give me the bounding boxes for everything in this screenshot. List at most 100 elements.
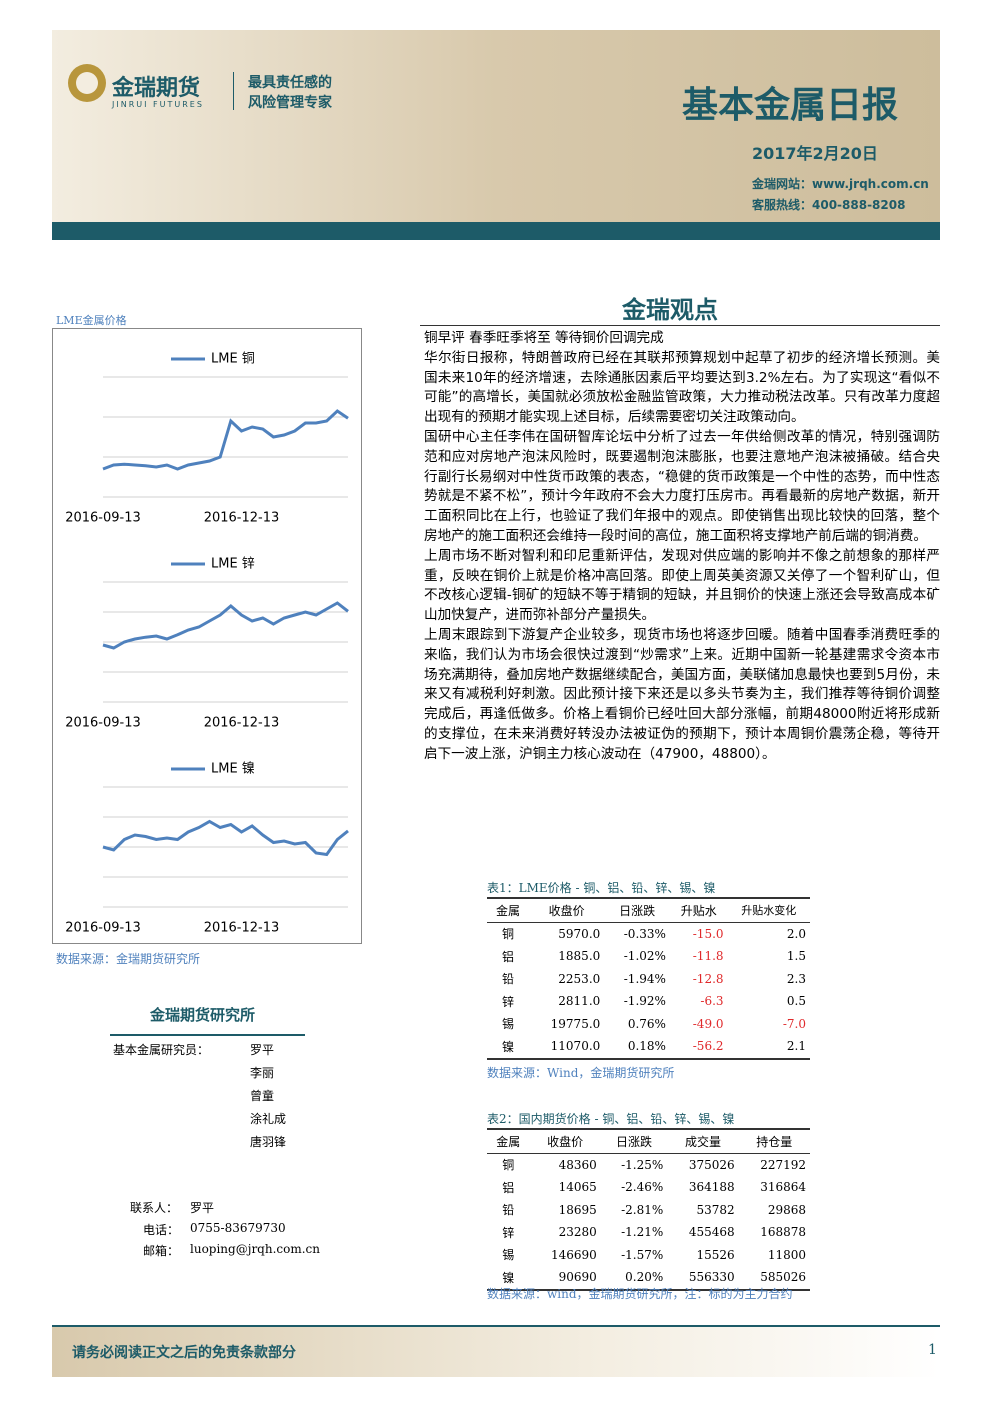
legend-label: LME 镍	[211, 762, 255, 777]
header-row: 金属 收盘价 日涨跌 成交量 持仓量	[487, 1128, 810, 1154]
cell: 15526	[696, 1247, 735, 1262]
row: 铜 48360 -1.25% 375026 227192	[487, 1153, 810, 1176]
row: 锡 19775.0 0.76% -49.0 -7.0	[487, 1013, 810, 1036]
x-tick-label: 2016-12-13	[204, 921, 280, 936]
header-row: 金属 收盘价 日涨跌 升贴水 升贴水变化	[487, 897, 810, 923]
header-cell: 收盘价	[529, 1128, 601, 1154]
cell: 铅	[501, 972, 514, 987]
article-rule	[420, 325, 940, 326]
header-cell: 日涨跌	[600, 1128, 668, 1154]
team-rule	[110, 1034, 305, 1036]
article-subtitle: 铜早评 春季旺季将至 等待铜价回调完成	[424, 330, 664, 346]
cell: -2.46%	[621, 1180, 664, 1195]
header-cell: 升贴水	[669, 897, 728, 923]
cell: -1.02%	[623, 949, 666, 964]
cell: 375026	[688, 1157, 735, 1172]
disclaimer: 请务必阅读正文之后的免责条款部分	[72, 1345, 296, 1361]
cell: 2.1	[727, 1035, 810, 1060]
team-role: 基本金属研究员：	[113, 1043, 210, 1057]
team-title: 金瑞期货研究所	[150, 1006, 256, 1024]
logo-icon	[68, 64, 106, 102]
chart-frame	[52, 328, 362, 944]
cell: 0.20%	[600, 1266, 668, 1291]
cell: 锡	[502, 1248, 515, 1263]
row: 镍 11070.0 0.18% -56.2 2.1	[487, 1035, 810, 1060]
row: 铝 1885.0 -1.02% -11.8 1.5	[487, 945, 810, 968]
cell: 铝	[502, 1180, 515, 1195]
paragraph: 上周市场不断对智利和印尼重新评估，发现对供应端的影响并不像之前想象的那样严重，反…	[424, 547, 940, 624]
cell: 铜	[502, 1158, 515, 1173]
paragraph: 华尔街日报称，特朗普政府已经在其联邦预算规划中起草了初步的经济增长预测。美国未来…	[424, 349, 940, 426]
cell: 19775.0	[550, 1016, 601, 1031]
cell: -15.0	[692, 926, 724, 941]
line-series	[102, 819, 349, 857]
contact: 罗平	[190, 1201, 215, 1215]
email-label: 邮箱：	[143, 1244, 180, 1258]
cell: 铝	[501, 949, 514, 964]
x-tick-label: 2016-12-13	[204, 716, 280, 731]
report-title: 基本金属日报	[682, 85, 899, 126]
cell: 铅	[502, 1203, 515, 1218]
cell: -12.8	[692, 971, 724, 986]
cell: 29868	[767, 1202, 806, 1217]
article: 铜早评 春季旺季将至 等待铜价回调完成 华尔街日报称，特朗普政府已经在其联邦预算…	[424, 329, 940, 765]
row: 镍 90690 0.20% 556330 585026	[487, 1266, 810, 1291]
header-cell: 金属	[487, 897, 529, 923]
table-title: 表2：国内期货价格 - 铜、铝、铅、锌、锡、镍	[487, 1112, 735, 1126]
cell: -49.0	[692, 1016, 724, 1031]
cell: 铜	[501, 927, 514, 942]
cell: -1.21%	[621, 1225, 664, 1240]
report-date: 2017年2月20日	[752, 144, 878, 163]
cell: 585026	[738, 1266, 810, 1291]
phone-label: 电话：	[143, 1223, 180, 1237]
cell: 364188	[688, 1180, 735, 1195]
table: 金属 收盘价 日涨跌 成交量 持仓量铜 48360 -1.25% 375026 227192 铝 1…	[487, 1128, 810, 1291]
header-bar	[52, 222, 940, 240]
x-tick-label: 2016-09-13	[65, 921, 141, 936]
cell: 11800	[767, 1247, 806, 1262]
footer-band	[52, 1325, 940, 1377]
row: 铜 5970.0 -0.33% -15.0 2.0	[487, 922, 810, 945]
member: 曾童	[250, 1089, 275, 1103]
cell: -7.0	[782, 1016, 806, 1031]
header-cell: 收盘价	[528, 897, 605, 923]
paragraph: 国研中心主任李伟在国研智库论坛中分析了过去一年供给侧改革的情况，特别强调防范和应…	[424, 428, 940, 544]
legend-label: LME 锌	[211, 557, 255, 572]
cell: 1.5	[786, 949, 806, 964]
cell: 455468	[688, 1225, 735, 1240]
cell: 2811.0	[558, 994, 601, 1009]
chart: 600080001000012000140002016-09-132016-12…	[65, 762, 349, 936]
cell: 1885.0	[558, 949, 601, 964]
divider	[233, 72, 234, 110]
x-tick-label: 2016-12-13	[204, 511, 280, 526]
header-cell: 金属	[487, 1128, 530, 1154]
cell: 锌	[502, 1225, 515, 1240]
member: 李丽	[250, 1066, 275, 1080]
cell: 锡	[501, 1017, 514, 1032]
row: 铝 14065 -2.46% 364188 316864	[487, 1176, 810, 1199]
row: 铅 2253.0 -1.94% -12.8 2.3	[487, 968, 810, 991]
cell: 11070.0	[528, 1035, 605, 1060]
brand-en: JINRUI FUTURES	[112, 100, 204, 109]
article-heading: 金瑞观点	[622, 296, 718, 324]
cell: 5970.0	[558, 926, 601, 941]
cell: 2.3	[786, 971, 806, 986]
cell: -1.94%	[623, 971, 666, 986]
brand: 金瑞期货	[112, 76, 201, 101]
row: 锡 146690 -1.57% 15526 11800	[487, 1244, 810, 1267]
contact-label: 联系人：	[130, 1201, 179, 1215]
header-cell: 日涨跌	[604, 897, 670, 923]
cell: 316864	[760, 1180, 806, 1195]
cell: 53782	[696, 1202, 735, 1217]
cell: 2253.0	[558, 971, 601, 986]
table-title: 表1：LME价格 - 铜、铝、铅、锌、锡、镍	[487, 881, 716, 895]
slogan: 最具责任感的	[248, 75, 332, 91]
cell: 146690	[550, 1247, 597, 1262]
email: luoping@jrqh.com.cn	[190, 1242, 320, 1256]
cell: -11.8	[692, 949, 724, 964]
cell: -0.33%	[623, 926, 666, 941]
cell: -6.3	[700, 994, 724, 1009]
cell: 14065	[558, 1180, 597, 1195]
chart: 130018002300280033002016-09-132016-12-13…	[65, 557, 349, 731]
